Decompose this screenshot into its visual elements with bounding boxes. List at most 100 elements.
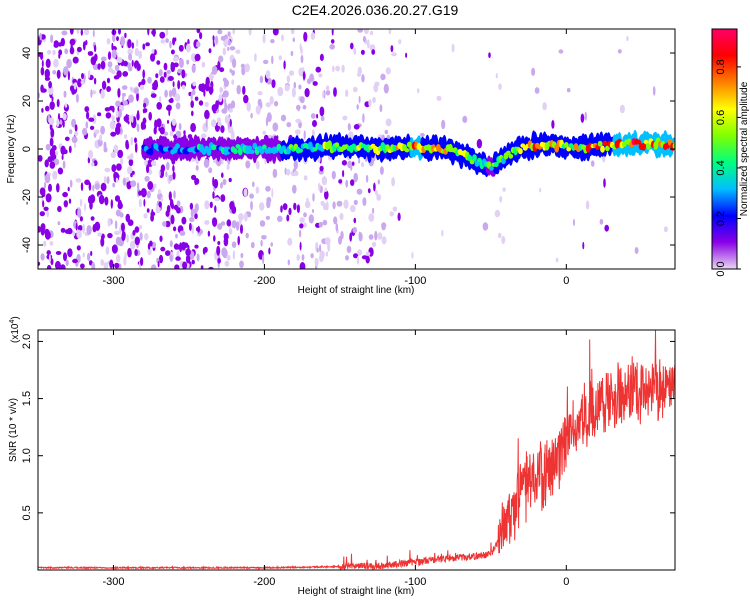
spectrogram-cell (39, 211, 45, 217)
spectrogram-cell (353, 172, 359, 183)
snr-y-multiplier-exp: 4 (9, 320, 16, 324)
spectrogram-cell (237, 235, 240, 246)
spectrogram-cell (52, 49, 56, 56)
spectrogram-cell (132, 229, 136, 236)
spectrogram-cell (88, 149, 94, 159)
spectrogram-cell (194, 96, 199, 101)
spectrogram-cell (195, 41, 201, 48)
colorbar: 0.0 0.2 0.4 0.6 0.8 Normalized spectral ampl… (711, 28, 750, 277)
spectrogram-cell (319, 250, 325, 259)
spectrogram-cell (221, 160, 224, 165)
spectrogram-cell (303, 31, 308, 42)
spectrogram-cell (353, 124, 360, 130)
spectrogram-cell (156, 118, 162, 128)
spectrogram-x-ticks: -300 -200 -100 0 (102, 29, 569, 287)
spectrogram-cell (229, 118, 232, 127)
spectrogram-cell (292, 37, 295, 43)
spectrogram-cell (111, 70, 116, 74)
spectrogram-cell (238, 213, 244, 221)
spectrogram-cell (298, 229, 302, 238)
spectrogram-cell (319, 165, 324, 172)
spectrogram-cell (134, 47, 139, 57)
spectrogram-cell (124, 134, 128, 139)
spectrogram-cell (542, 102, 547, 111)
spectrogram-cell (178, 44, 184, 52)
spectrogram-cell (153, 183, 157, 189)
spectrogram-cell (227, 31, 231, 37)
spectrogram-cell (311, 129, 315, 138)
spectrogram-cell (302, 104, 307, 110)
spectrogram-cell (217, 122, 222, 127)
spectrogram-cell (97, 232, 103, 237)
spectrogram-cell (150, 264, 157, 269)
spectrogram-cell (312, 193, 315, 202)
spectrogram-cell (358, 158, 361, 164)
spectrogram-cell (204, 101, 209, 108)
spectrogram-cell (335, 223, 339, 232)
spectrogram-cell (88, 117, 95, 122)
spectrogram-cell (299, 217, 305, 223)
ridge-core (508, 153, 514, 159)
spectrogram-cell (495, 73, 498, 79)
spectrogram-cell (319, 106, 325, 117)
spectrogram-cell (41, 191, 46, 198)
spectrogram-cell (100, 60, 106, 70)
spectrogram-cell (147, 243, 151, 250)
spectrogram-cell (110, 131, 117, 137)
spectrogram-cell (308, 214, 314, 224)
spectrogram-cell (284, 84, 290, 92)
spectrogram-cell (73, 142, 77, 149)
spectrogram-cell (411, 251, 414, 259)
spectrogram-cell (200, 265, 204, 269)
ridge-core (489, 166, 494, 171)
spectrogram-cell (112, 33, 116, 43)
spectrogram-cell (157, 260, 160, 268)
spectrogram-cell (295, 118, 302, 124)
spectrogram-cell (220, 194, 226, 203)
spectrogram-cell (482, 222, 489, 231)
spectrogram-cell (365, 174, 369, 183)
spectrogram-cell (68, 198, 72, 204)
spectrogram-cell (300, 54, 304, 64)
spectrogram-cell (195, 227, 201, 232)
ridge-core (225, 146, 231, 155)
spectrogram-cell (67, 186, 70, 192)
spectrogram-cell (330, 39, 335, 44)
spectrogram-cell (177, 80, 181, 90)
spectrogram-cell (167, 119, 169, 124)
spectrogram-cell (90, 89, 93, 98)
spectrogram-cell (270, 242, 274, 247)
snr-y-tick-label: 1.5 (21, 391, 33, 406)
spectrogram-cell (104, 107, 111, 112)
spectrogram-cell (61, 30, 68, 36)
spectrogram-cell (115, 174, 120, 179)
spectrogram-cell (171, 87, 177, 98)
spectrogram-cell (111, 244, 118, 254)
spectrogram-cell (106, 86, 111, 92)
spectrogram-cell (143, 199, 146, 207)
spectrogram-cell (174, 93, 181, 102)
spectrogram-cell (558, 49, 564, 54)
spectrogram-cell (373, 83, 379, 93)
spectrogram-cell (194, 244, 199, 249)
spectrogram-cell (278, 55, 282, 61)
spectrogram-cell (116, 36, 119, 42)
spectrogram-cell (40, 223, 46, 232)
spectrogram-cell (168, 108, 171, 117)
spectrogram-cell (138, 225, 143, 230)
spectrogram-cell (580, 113, 585, 123)
spectrogram-cell (208, 266, 214, 269)
spectrogram-cell (268, 247, 271, 255)
spectrogram-cell (327, 242, 331, 252)
spectrogram-cell (115, 177, 119, 183)
spectrogram-cell (342, 115, 348, 121)
spectrogram-cell (191, 224, 194, 235)
spectrogram-cell (63, 252, 67, 262)
spectrogram-cell (358, 95, 361, 104)
spectrogram-cell (293, 202, 297, 211)
spectrogram-cell (441, 229, 444, 237)
spectrogram-cell (156, 102, 162, 110)
spectrogram-cell (71, 88, 76, 95)
spectrogram-cell (208, 73, 214, 80)
spectrogram-cell (293, 160, 298, 170)
